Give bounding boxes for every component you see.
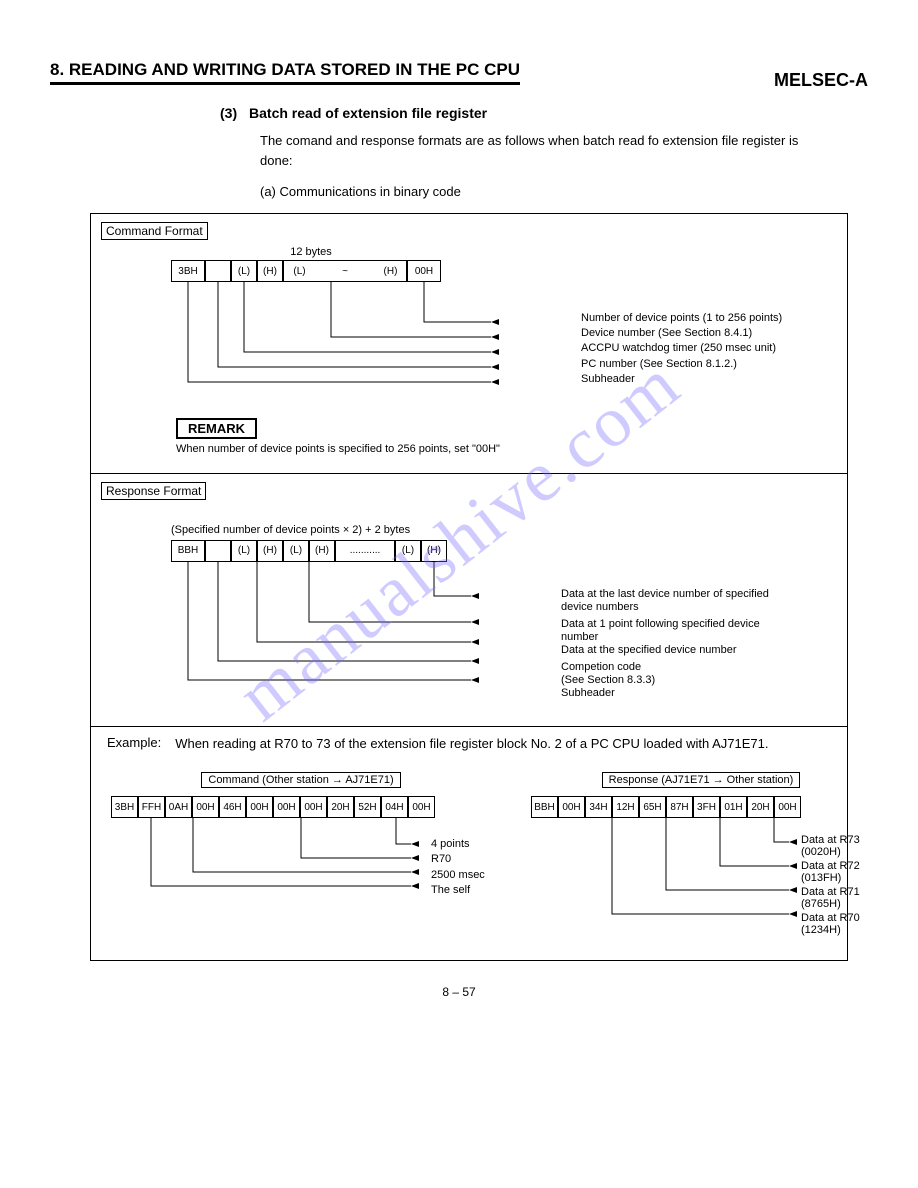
response-format-panel: Response Format (Specified number of dev… (91, 474, 847, 727)
product-name: MELSEC-A (774, 70, 868, 91)
byte-cell: 0AH (165, 796, 192, 818)
byte-cell: (L) (395, 540, 421, 562)
chapter-title: 8. READING AND WRITING DATA STORED IN TH… (50, 60, 520, 85)
callout: Device number (See Section 8.4.1) (575, 327, 837, 340)
response-callouts: Data at the last device number of specif… (555, 588, 785, 700)
page-number: 8 – 57 (50, 985, 868, 999)
section-sub-a: (a) Communications in binary code (260, 184, 868, 199)
command-format-title: Command Format (101, 222, 208, 240)
callout: ACCPU watchdog timer (250 msec unit) (575, 342, 837, 355)
header: 8. READING AND WRITING DATA STORED IN TH… (50, 60, 868, 85)
example-command-cells: 3BH FFH 0AH 00H 46H 00H 00H 00H 20H 52H … (111, 796, 491, 818)
example-panel: Example: When reading at R70 to 73 of th… (91, 727, 847, 960)
command-format-panel: Command Format 12 bytes 3BH (L) (H) (L) … (91, 214, 847, 474)
callout: Data at R73 (801, 834, 860, 846)
byte-cell: (L) (231, 260, 257, 282)
callout-sub: (1234H) (801, 924, 841, 936)
byte-cell: 3FH (693, 796, 720, 818)
callout: R70 (425, 853, 491, 866)
section-title: Batch read of extension file register (249, 105, 487, 121)
byte-cell: BBH (171, 540, 205, 562)
byte-cell: 00H (273, 796, 300, 818)
callout: Data at R70 (801, 912, 860, 924)
callout: Data at R71 (801, 886, 860, 898)
byte-cell: 46H (219, 796, 246, 818)
response-bytes-label: (Specified number of device points × 2) … (171, 524, 837, 536)
callout: Data at 1 point following specified devi… (555, 618, 785, 644)
byte-cell: (H) (375, 260, 407, 282)
command-byte-row: 3BH (L) (H) (L) ~ (H) 00H (171, 260, 837, 282)
command-callouts: Number of device points (1 to 256 points… (575, 312, 837, 386)
byte-cell: (L) (283, 540, 309, 562)
remark-title: REMARK (176, 418, 257, 439)
callout: PC number (See Section 8.1.2.) (575, 358, 837, 371)
callout: 2500 msec (425, 869, 491, 882)
byte-cell: (L) (231, 540, 257, 562)
section-number: (3) (220, 105, 237, 121)
byte-cell: 00H (408, 796, 435, 818)
byte-cell (205, 260, 231, 282)
example-label: Example: (107, 735, 161, 754)
command-bytes-label: 12 bytes (211, 246, 411, 258)
byte-cell: 3BH (171, 260, 205, 282)
byte-cell: ~ (315, 260, 375, 282)
section-heading: (3) Batch read of extension file registe… (220, 105, 868, 121)
byte-cell: 87H (666, 796, 693, 818)
diagram-container: Command Format 12 bytes 3BH (L) (H) (L) … (90, 213, 848, 961)
byte-cell: (H) (257, 260, 283, 282)
byte-cell: ........... (335, 540, 395, 562)
byte-cell: BBH (531, 796, 558, 818)
byte-cell: 12H (612, 796, 639, 818)
callout: Number of device points (1 to 256 points… (575, 312, 837, 325)
example-response-callouts: Data at R73(0020H) Data at R72(013FH) Da… (801, 834, 891, 936)
byte-cell (205, 540, 231, 562)
byte-cell: (H) (309, 540, 335, 562)
callout: Data at R72 (801, 860, 860, 872)
byte-cell: 00H (407, 260, 441, 282)
callout: Competion code (See Section 8.3.3) (555, 661, 785, 687)
example-command-col: Command (Other station → AJ71E71) 3BH FF… (111, 772, 491, 938)
byte-cell: 20H (327, 796, 354, 818)
callout: Subheader (555, 687, 785, 700)
byte-cell: 00H (246, 796, 273, 818)
byte-cell: 52H (354, 796, 381, 818)
callout-sub: (0020H) (801, 846, 841, 858)
callout: Data at the specified device number (555, 644, 785, 657)
byte-cell: (H) (421, 540, 447, 562)
byte-cell: 00H (774, 796, 801, 818)
byte-cell: 00H (192, 796, 219, 818)
callout: Subheader (575, 373, 837, 386)
byte-cell: 3BH (111, 796, 138, 818)
byte-cell: 01H (720, 796, 747, 818)
callout-sub: (8765H) (801, 898, 841, 910)
example-command-title: Command (Other station → AJ71E71) (201, 772, 400, 788)
byte-cell: 20H (747, 796, 774, 818)
remark-text: When number of device points is specifie… (176, 443, 837, 455)
response-format-title: Response Format (101, 482, 206, 500)
example-response-title: Response (AJ71E71 → Other station) (602, 772, 801, 788)
callout: The self (425, 884, 491, 897)
example-response-col: Response (AJ71E71 → Other station) BBH 0… (531, 772, 871, 938)
callout: Data at the last device number of specif… (555, 588, 785, 614)
byte-cell: 34H (585, 796, 612, 818)
example-command-callouts: 4 points R70 2500 msec The self (425, 838, 491, 897)
response-byte-row: BBH (L) (H) (L) (H) ........... (L) (H) (171, 540, 837, 562)
byte-cell: (H) (257, 540, 283, 562)
example-text: When reading at R70 to 73 of the extensi… (175, 735, 768, 754)
byte-cell: 00H (558, 796, 585, 818)
byte-cell: (L) (283, 260, 315, 282)
example-response-cells: BBH 00H 34H 12H 65H 87H 3FH 01H 20H 00H (531, 796, 871, 818)
callout-sub: (013FH) (801, 872, 841, 884)
byte-cell: 00H (300, 796, 327, 818)
section-body: The comand and response formats are as f… (260, 131, 828, 170)
byte-cell: FFH (138, 796, 165, 818)
callout: 4 points (425, 838, 491, 851)
byte-cell: 65H (639, 796, 666, 818)
byte-cell: 04H (381, 796, 408, 818)
